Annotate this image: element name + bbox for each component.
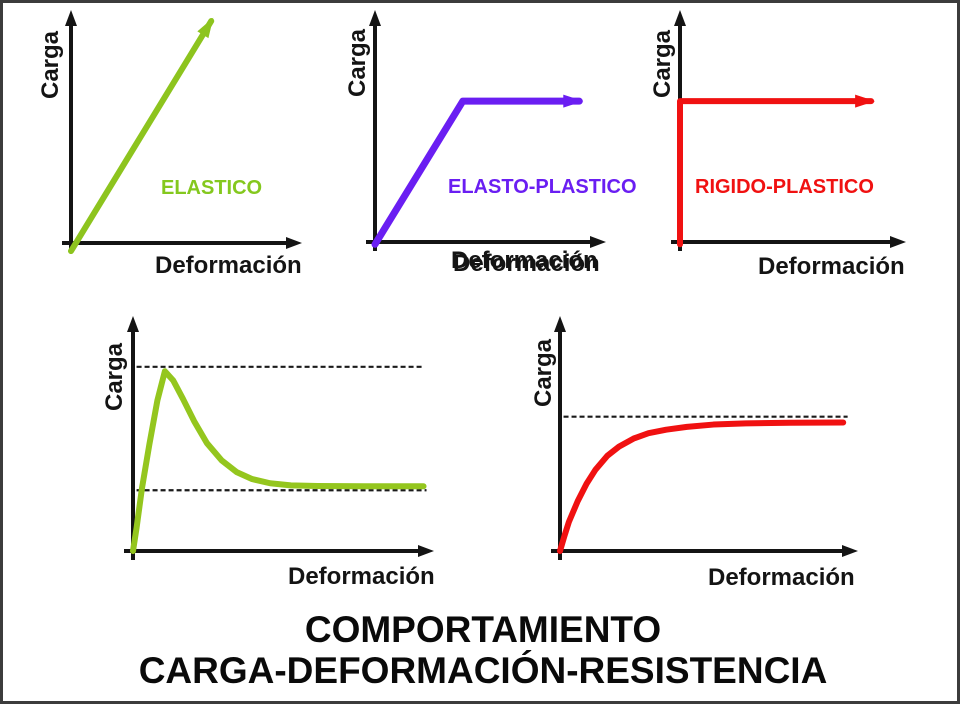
y-axis-label-carga: Carga [344,28,371,98]
curve-label-elastico: ELASTICO [161,177,263,199]
x-axis-label-deformacion: Deformación [288,563,435,590]
chart-elastico [62,10,302,255]
chart-elasto-plastico [366,10,606,251]
figure-svg [62,10,906,560]
chart-asymptotic [551,316,858,560]
x-axis-label-deformacion: Deformación [453,250,600,277]
figure-title-line2: CARGA-DEFORMACIÓN-RESISTENCIA [138,650,828,691]
chart-rigido-plastico [671,10,906,251]
figure-title: COMPORTAMIENTO CARGA-DEFORMACIÓN-RESISTE… [13,609,953,691]
y-axis-label-carga: Carga [37,30,64,100]
x-axis-label-deformacion-ghost: Deformación [451,247,598,274]
y-axis-label-carga: Carga [649,29,676,99]
x-axis-label-deformacion: Deformación [155,252,302,279]
curve-label-elasto-plastico: ELASTO-PLASTICO [448,176,637,198]
x-axis-label-deformacion: Deformación [758,253,905,280]
y-axis-label-carga: Carga [101,342,128,412]
x-axis-label-deformacion: Deformación [708,564,855,591]
y-axis-label-carga: Carga [530,338,557,408]
chart-peak-softening [124,316,434,560]
curve-label-rigido-plastico: RIGIDO-PLASTICO [695,176,874,198]
figure-title-line1: COMPORTAMIENTO [304,609,662,650]
